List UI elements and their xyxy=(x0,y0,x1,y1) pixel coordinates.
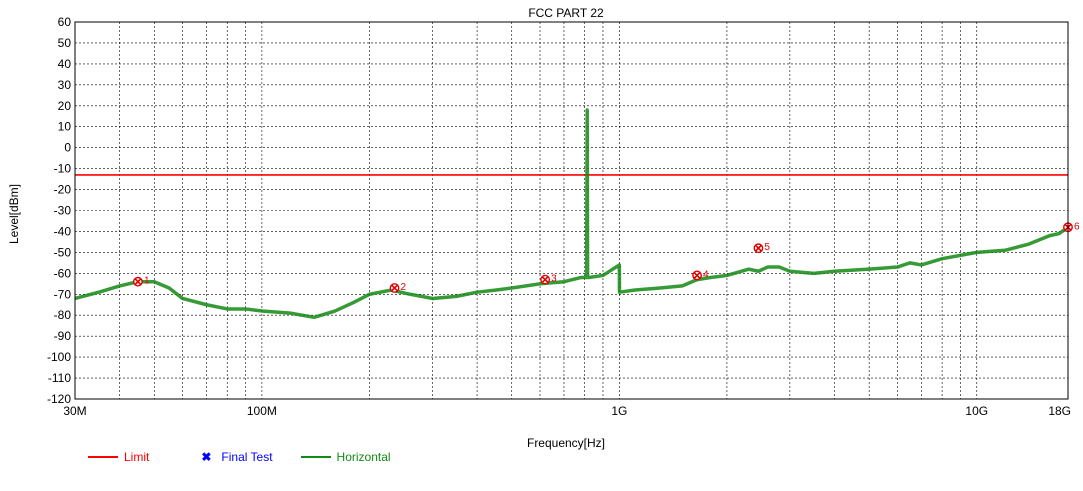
peak-marker-label: 6 xyxy=(1074,221,1080,232)
y-tick-label: -20 xyxy=(54,183,72,197)
peak-marker-x-icon xyxy=(134,278,142,285)
y-tick-label: -110 xyxy=(48,371,71,385)
x-tick-label: 30M xyxy=(63,404,86,418)
y-tick-label: -100 xyxy=(47,350,71,364)
y-tick-label: 40 xyxy=(58,57,72,71)
legend-item-limit: Limit xyxy=(88,450,149,464)
horizontal-line-swatch xyxy=(300,456,331,458)
peak-marker-1: 1 xyxy=(133,276,150,287)
peak-marker-x-icon xyxy=(541,276,549,283)
y-tick-label: -120 xyxy=(47,392,71,406)
y-tick-label: -60 xyxy=(54,266,72,280)
y-tick-label: 60 xyxy=(58,15,72,29)
legend-item-horizontal: Horizontal xyxy=(300,450,391,464)
peak-marker-6: 6 xyxy=(1063,221,1080,232)
y-tick-label: 0 xyxy=(64,141,71,155)
y-tick-label: 10 xyxy=(58,120,72,134)
legend-label-final-test: Final Test xyxy=(221,450,273,464)
y-tick-label: -30 xyxy=(54,204,72,218)
markers: 1 2 3 4 5 6 xyxy=(133,221,1080,293)
peak-marker-x-icon xyxy=(391,284,398,292)
y-tick-label: 30 xyxy=(58,78,72,92)
y-tick-label: -40 xyxy=(54,224,72,238)
x-tick-label: 10G xyxy=(965,404,988,418)
chart-title: FCC PART 22 xyxy=(528,6,604,20)
x-tick-label: 18G xyxy=(1048,404,1071,418)
y-tick-label: -50 xyxy=(54,245,72,259)
y-tick-label: 50 xyxy=(58,36,72,50)
y-axis-ticks: 60 50 40 30 20 10 0 -10 -20 -30 -40 -50 -60 -70 -80 -90… xyxy=(47,15,71,406)
peak-marker-label: 1 xyxy=(144,276,150,287)
x-marker-icon: ✖ xyxy=(201,450,212,464)
y-tick-label: -80 xyxy=(54,308,72,322)
series-lines xyxy=(74,108,1070,320)
x-axis-ticks: 30M 100M 1G 10G 18G xyxy=(63,404,1071,418)
y-tick-label: -70 xyxy=(54,287,72,301)
series-horizontal-line xyxy=(74,108,1070,320)
peak-marker-2: 2 xyxy=(389,282,407,293)
peak-marker-4: 4 xyxy=(692,269,709,280)
legend-item-final-test: ✖ Final Test xyxy=(177,450,272,464)
y-tick-label: -10 xyxy=(54,162,72,176)
plot-frame xyxy=(74,21,1069,400)
peak-marker-5: 5 xyxy=(753,242,770,253)
peak-marker-label: 3 xyxy=(551,274,557,285)
y-axis-label: Level[dBm] xyxy=(7,184,21,244)
peak-marker-label: 2 xyxy=(401,282,407,293)
limit-line-swatch xyxy=(88,456,118,458)
grid xyxy=(75,21,1068,400)
peak-marker-x-icon xyxy=(693,272,701,279)
peak-marker-3: 3 xyxy=(540,274,557,285)
peak-marker-x-icon xyxy=(755,245,762,252)
x-tick-label: 100M xyxy=(247,404,277,418)
x-tick-label: 1G xyxy=(611,404,627,418)
peak-marker-label: 4 xyxy=(703,269,709,280)
legend-label-horizontal: Horizontal xyxy=(336,450,391,464)
peak-marker-label: 5 xyxy=(764,242,770,253)
y-tick-label: 20 xyxy=(58,99,72,113)
x-axis-label: Frequency[Hz] xyxy=(527,436,605,450)
legend-label-limit: Limit xyxy=(124,450,150,464)
y-tick-label: -90 xyxy=(54,329,72,343)
legend: Limit ✖ Final Test Horizontal xyxy=(88,449,419,465)
